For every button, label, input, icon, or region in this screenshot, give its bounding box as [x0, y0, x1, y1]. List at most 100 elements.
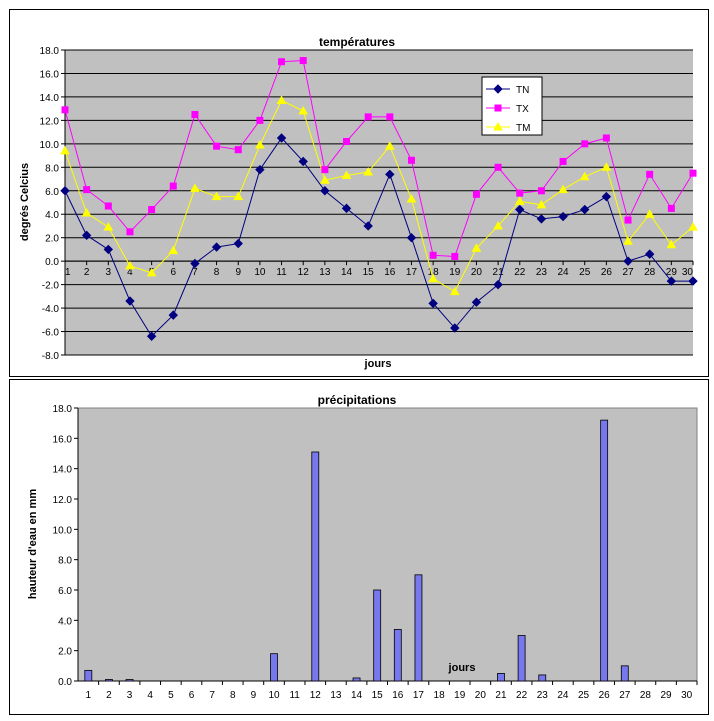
- point-tn: [276, 133, 287, 143]
- point-tm: [644, 209, 655, 218]
- point-tn: [666, 276, 677, 286]
- x-tick-label: 1: [65, 267, 71, 278]
- x-tick-label: 2: [84, 267, 90, 278]
- point-tx: [429, 251, 437, 259]
- point-tn: [255, 164, 265, 175]
- x-tick-label: 11: [276, 267, 287, 278]
- point-tn: [493, 279, 503, 290]
- point-tx: [537, 187, 545, 195]
- x-tick-label: 19: [454, 690, 466, 701]
- series-line-tn: [64, 137, 693, 338]
- point-tn: [103, 244, 114, 255]
- bar: [270, 653, 278, 682]
- x-tick-label: 22: [516, 690, 528, 701]
- point-tx: [256, 116, 264, 124]
- x-tick-label: 20: [475, 690, 487, 701]
- point-tn: [385, 169, 395, 180]
- point-tx: [407, 156, 415, 164]
- x-tick-label: 22: [514, 267, 526, 278]
- x-tick-label: 8: [214, 267, 220, 278]
- y-tick-label: 2.0: [45, 234, 59, 245]
- y-tick-label: 18.0: [53, 404, 73, 415]
- point-tn: [190, 258, 200, 269]
- y-tick-label: 14.0: [40, 93, 60, 104]
- point-tm: [168, 245, 179, 255]
- precipitation-chart-panel: 0.0 2.0 4.0 6.0 8.0 10.0 12.0 14.0 16.0 18.0 1 2 3 4 5…: [9, 379, 709, 715]
- point-tm: [406, 193, 417, 203]
- x-tick-label: 3: [106, 267, 112, 278]
- x-tick-label: 28: [640, 690, 652, 701]
- x-tick-label: 24: [557, 690, 569, 701]
- bar: [352, 677, 361, 682]
- point-tx: [581, 140, 589, 148]
- point-tn: [536, 214, 547, 224]
- y-tick-label: 0.0: [58, 677, 72, 688]
- x-tick-label: 2: [106, 690, 112, 701]
- x-tick-label: 23: [536, 267, 548, 278]
- y-tick-label: 12.0: [40, 116, 60, 127]
- point-tn: [406, 232, 417, 243]
- x-tick-label: 12: [298, 267, 310, 278]
- bar: [620, 665, 629, 682]
- x-tick-label: 9: [251, 690, 257, 701]
- bar: [497, 673, 505, 682]
- point-tm: [146, 267, 157, 277]
- point-tm: [623, 236, 633, 245]
- x-tick-label: 20: [471, 267, 483, 278]
- x-tick-label: 12: [310, 690, 322, 701]
- y-tick-label: 16.0: [40, 69, 60, 80]
- point-tm: [341, 170, 352, 180]
- series-line-tm: [64, 99, 694, 293]
- point-tx: [689, 169, 697, 177]
- y-axis-label: hauteur d'eau en mm: [27, 489, 39, 599]
- point-tx: [169, 182, 177, 190]
- point-tn: [233, 238, 243, 249]
- x-tick-label: 29: [660, 690, 672, 701]
- point-tm: [255, 140, 265, 149]
- y-tick-label: -6.0: [42, 328, 60, 339]
- plot-area: [65, 50, 693, 355]
- x-tick-label: 6: [170, 267, 176, 278]
- point-tx: [494, 163, 502, 171]
- x-tick-label: 6: [189, 690, 195, 701]
- point-tx: [191, 111, 199, 119]
- bar: [538, 674, 547, 682]
- x-tick-label: 1: [86, 690, 92, 701]
- bar: [311, 451, 320, 682]
- point-tx: [386, 113, 394, 121]
- x-axis-label: jours: [448, 662, 476, 674]
- x-tick-label: 17: [406, 267, 418, 278]
- x-tick-label: 17: [413, 690, 425, 701]
- point-tx: [602, 134, 610, 142]
- chart-title: précipitations: [318, 393, 397, 407]
- bar: [393, 629, 402, 682]
- y-tick-label: 12.0: [53, 495, 73, 506]
- x-tick-label: 10: [254, 267, 266, 278]
- y-tick-label: -8.0: [42, 351, 60, 362]
- legend-marker-tm: [493, 121, 503, 131]
- bar: [517, 635, 526, 682]
- point-tm: [579, 171, 590, 181]
- point-tm: [493, 220, 503, 230]
- y-tick-label: 6.0: [45, 187, 59, 198]
- x-tick-label: 30: [681, 690, 693, 701]
- point-tx: [646, 170, 654, 178]
- x-tick-label: 15: [363, 267, 375, 278]
- bar: [125, 679, 134, 682]
- point-tx: [278, 58, 286, 66]
- x-tick-label: 4: [147, 690, 153, 701]
- legend-marker-tn: [493, 84, 503, 94]
- point-tn: [558, 211, 568, 222]
- point-tn: [644, 249, 655, 259]
- x-tick-label: 21: [493, 267, 505, 278]
- y-tick-label: 8.0: [45, 163, 59, 174]
- series-line-tx: [64, 60, 694, 257]
- point-tx: [213, 142, 221, 150]
- legend-label-tm: TM: [516, 123, 530, 134]
- point-tx: [321, 166, 329, 174]
- x-tick-label: 25: [578, 690, 590, 701]
- y-tick-label: 4.0: [58, 616, 72, 627]
- point-tm: [666, 239, 677, 249]
- legend-label-tn: TN: [516, 85, 529, 96]
- point-tn: [580, 204, 590, 215]
